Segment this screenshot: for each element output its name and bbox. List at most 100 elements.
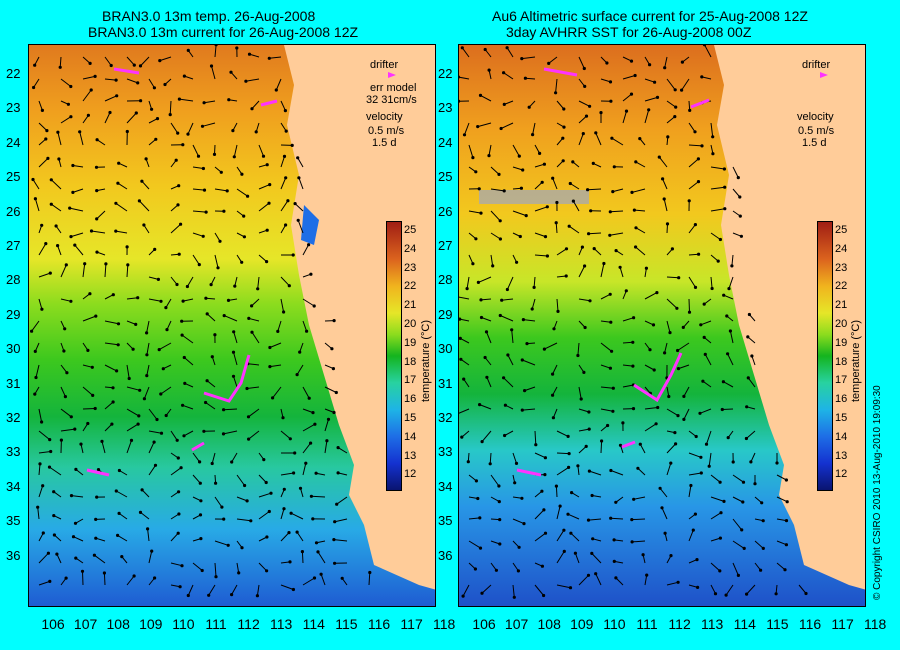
current-vector bbox=[666, 116, 676, 124]
current-vector bbox=[666, 443, 676, 454]
current-vector bbox=[280, 156, 285, 168]
current-vector-head bbox=[93, 406, 97, 411]
current-vector bbox=[71, 495, 84, 498]
current-vector bbox=[666, 100, 676, 108]
current-vector-head bbox=[783, 568, 787, 572]
current-vector-head bbox=[568, 586, 573, 590]
current-vector bbox=[609, 232, 624, 236]
current-vector-head bbox=[240, 546, 244, 550]
current-vector-head bbox=[630, 518, 634, 522]
current-vector-head bbox=[265, 260, 269, 264]
current-vector bbox=[192, 562, 203, 571]
colorbar-tick-label: 20 bbox=[835, 318, 848, 330]
current-vector bbox=[622, 110, 627, 124]
current-vector bbox=[612, 188, 624, 193]
current-vector bbox=[170, 430, 178, 441]
current-vector bbox=[578, 428, 590, 432]
current-vector-head bbox=[49, 178, 53, 182]
current-vector-head bbox=[185, 284, 189, 289]
latitude-label: 31 bbox=[6, 375, 21, 391]
current-vector-head bbox=[114, 78, 118, 82]
current-vector bbox=[552, 364, 558, 375]
current-vector bbox=[595, 573, 602, 586]
current-vector-head bbox=[478, 93, 483, 97]
current-vector bbox=[148, 408, 158, 420]
current-vector-head bbox=[69, 115, 73, 119]
current-vector bbox=[688, 158, 699, 168]
current-vector bbox=[512, 144, 520, 157]
current-vector-head bbox=[336, 446, 340, 450]
current-vector bbox=[126, 364, 130, 379]
current-vector bbox=[459, 76, 470, 80]
current-vector bbox=[192, 210, 207, 213]
current-vector-head bbox=[136, 296, 140, 300]
current-vector-head bbox=[199, 499, 203, 503]
current-vector-head bbox=[246, 194, 250, 198]
current-vector bbox=[317, 551, 326, 564]
longitude-label: 108 bbox=[106, 616, 130, 632]
current-vector bbox=[299, 342, 304, 353]
current-vector-head bbox=[510, 328, 514, 332]
current-vector-head bbox=[774, 592, 778, 596]
current-vector-head bbox=[288, 437, 292, 441]
current-vector-head bbox=[687, 199, 691, 203]
current-vector bbox=[74, 244, 84, 256]
longitude-label: 111 bbox=[636, 616, 658, 632]
current-vector-head bbox=[611, 190, 615, 194]
current-vector-head bbox=[69, 84, 73, 89]
current-vector-head bbox=[49, 202, 53, 206]
current-vector bbox=[31, 320, 40, 332]
current-vector bbox=[275, 78, 282, 91]
current-vector bbox=[148, 465, 156, 476]
current-vector bbox=[256, 584, 260, 596]
current-vector bbox=[619, 267, 624, 278]
current-vector-head bbox=[624, 109, 629, 113]
current-vector-head bbox=[610, 136, 614, 140]
current-vector bbox=[148, 276, 159, 280]
current-vector bbox=[181, 334, 194, 344]
current-vector bbox=[578, 386, 582, 400]
current-vector-head bbox=[502, 376, 506, 380]
current-vector-head bbox=[478, 516, 482, 520]
current-vector bbox=[214, 45, 217, 58]
current-vector bbox=[258, 202, 270, 212]
latitude-label: 27 bbox=[6, 238, 21, 253]
current-vector-head bbox=[711, 135, 715, 139]
longitude-label: 111 bbox=[205, 616, 227, 632]
current-vector bbox=[615, 577, 624, 586]
current-vector-head bbox=[669, 554, 673, 558]
current-vector bbox=[479, 404, 492, 410]
current-vector-head bbox=[88, 292, 92, 296]
current-vector-head bbox=[614, 249, 618, 253]
latitude-label: 28 bbox=[6, 272, 21, 288]
longitude-label: 110 bbox=[172, 616, 195, 632]
current-vector-head bbox=[181, 403, 185, 407]
current-vector bbox=[192, 474, 201, 484]
current-vector-head bbox=[312, 576, 317, 580]
current-vector-head bbox=[232, 155, 236, 159]
current-vector bbox=[644, 78, 655, 83]
current-vector-head bbox=[330, 347, 334, 351]
current-vector bbox=[622, 317, 634, 322]
current-vector bbox=[459, 296, 470, 300]
current-vector bbox=[49, 466, 62, 476]
current-vector-head bbox=[222, 517, 226, 521]
current-vector bbox=[34, 198, 40, 212]
colorbar-tick-label: 19 bbox=[404, 336, 417, 349]
current-vector-head bbox=[256, 287, 260, 291]
current-vector bbox=[33, 78, 40, 88]
current-vector bbox=[622, 93, 632, 102]
current-vector bbox=[57, 245, 62, 256]
current-vector bbox=[251, 298, 260, 307]
current-vector bbox=[659, 487, 668, 498]
current-vector-head bbox=[142, 223, 146, 227]
current-vector bbox=[490, 254, 494, 266]
current-vector-head bbox=[200, 124, 205, 128]
current-vector bbox=[688, 253, 699, 256]
current-vector-head bbox=[262, 458, 266, 462]
current-vector bbox=[731, 254, 734, 266]
current-vector bbox=[79, 131, 84, 146]
current-vector bbox=[746, 430, 756, 439]
current-vector-head bbox=[744, 436, 748, 441]
current-vector bbox=[552, 178, 558, 190]
